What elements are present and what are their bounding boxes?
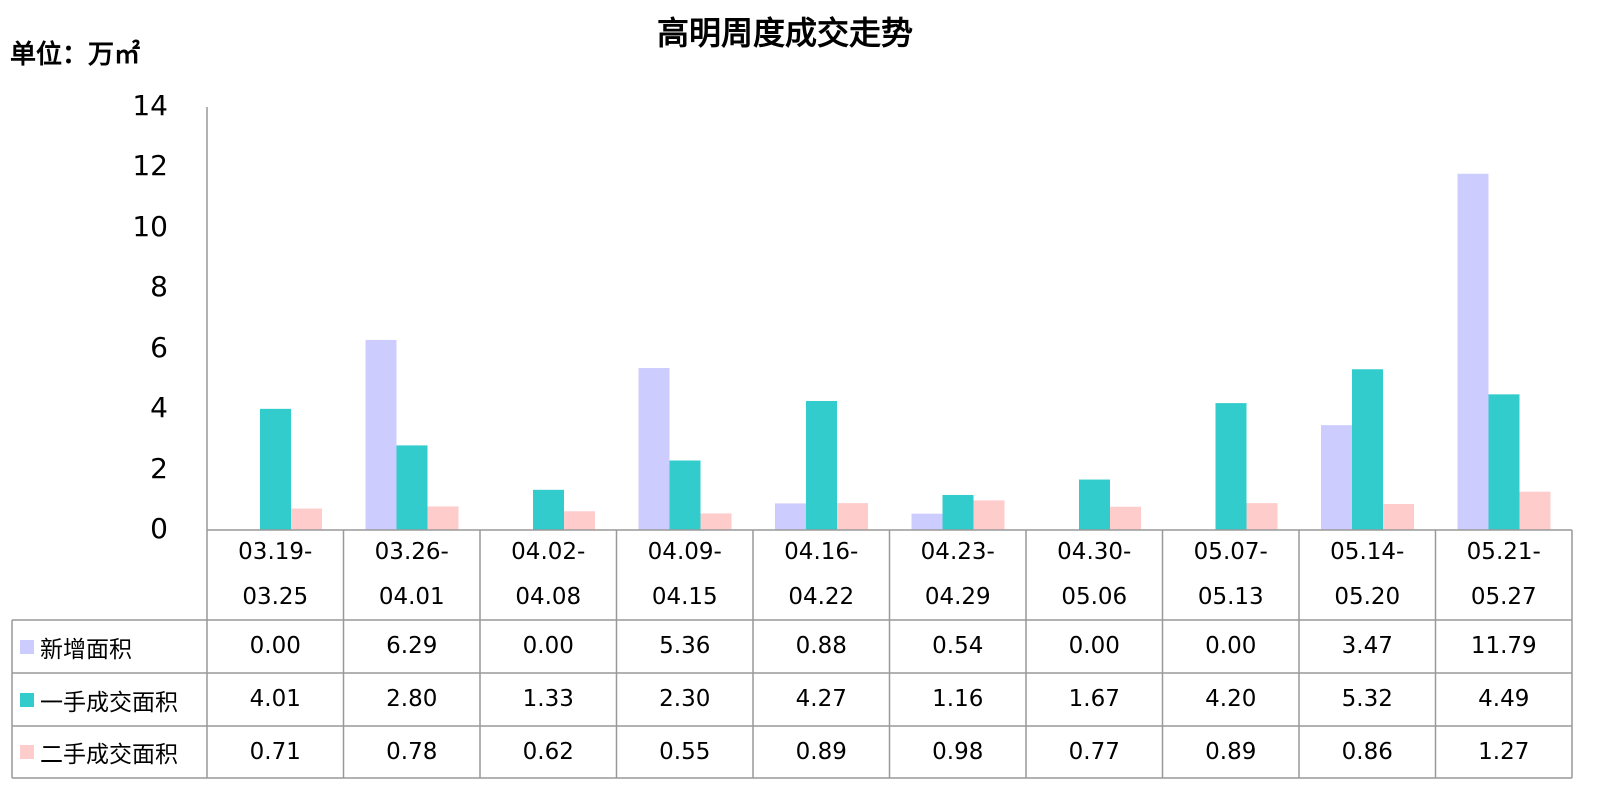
bar — [942, 494, 974, 530]
table-value: 0.62 — [522, 738, 574, 765]
table-value: 0.77 — [1068, 738, 1120, 765]
bar — [533, 489, 564, 530]
legend-swatch — [20, 639, 34, 654]
bar — [669, 460, 701, 530]
table-value: 5.36 — [659, 633, 711, 659]
y-tick-label: 2 — [150, 451, 168, 485]
bar — [1215, 403, 1247, 530]
bar — [1110, 506, 1141, 530]
table-value: 4.01 — [249, 686, 301, 712]
table-value: 4.20 — [1205, 686, 1257, 712]
table-value: 1.67 — [1068, 686, 1120, 712]
chart-title: 高明周度成交走势 — [656, 14, 913, 52]
x-tick-label: 04.23- 04.29 — [920, 539, 995, 610]
table-value: 0.00 — [249, 633, 301, 659]
bar — [973, 500, 1005, 530]
table-value: 0.55 — [659, 738, 711, 765]
table-value: 0.86 — [1341, 738, 1393, 765]
table-value: 2.80 — [386, 686, 438, 712]
table-value: 1.16 — [932, 686, 984, 712]
table-value: 0.00 — [1205, 633, 1257, 659]
legend-entry: 一手成交面积 — [20, 673, 178, 726]
bar — [1079, 479, 1110, 530]
x-tick-label: 05.14- 05.20 — [1330, 539, 1405, 610]
legend-swatch — [20, 692, 34, 707]
legend-swatch — [20, 745, 34, 759]
legend-label: 一手成交面积 — [40, 689, 178, 716]
table-value: 2.30 — [659, 686, 711, 712]
bar — [1321, 425, 1352, 530]
x-tick-label: 05.21- 05.27 — [1466, 539, 1541, 610]
legend-entry: 二手成交面积 — [20, 726, 178, 778]
bar — [1488, 394, 1520, 530]
table-value: 6.29 — [386, 633, 438, 659]
x-tick-label: 04.30- 05.06 — [1057, 539, 1132, 610]
table-value: 0.00 — [522, 633, 574, 659]
table-value: 0.71 — [249, 738, 301, 765]
bar — [1519, 491, 1551, 530]
x-tick-label: 03.19- 03.25 — [238, 539, 313, 610]
y-tick-label: 8 — [150, 270, 168, 304]
bar — [700, 513, 732, 530]
legend-label: 二手成交面积 — [40, 742, 178, 768]
table-value: 4.27 — [795, 686, 847, 712]
table-value: 0.88 — [795, 633, 847, 659]
table-value: 0.00 — [1068, 633, 1120, 659]
bar — [365, 339, 397, 530]
legend-label: 新增面积 — [40, 636, 132, 663]
y-tick-label: 0 — [150, 512, 168, 545]
table-value: 1.27 — [1478, 738, 1530, 765]
bar — [1457, 173, 1489, 531]
bar — [1352, 369, 1383, 530]
bar — [638, 368, 670, 530]
table-value: 5.32 — [1341, 686, 1393, 712]
bar — [806, 400, 837, 530]
x-tick-label: 05.07- 05.13 — [1193, 539, 1268, 610]
table-value: 0.98 — [932, 738, 984, 765]
bar — [1246, 503, 1278, 530]
legend-entry: 新增面积 — [20, 620, 132, 673]
table-value: 3.47 — [1341, 633, 1393, 659]
bar — [427, 506, 459, 530]
bar — [291, 508, 322, 530]
bar — [837, 503, 868, 530]
bar — [564, 511, 595, 530]
bar — [911, 513, 943, 530]
table-value: 11.79 — [1470, 633, 1537, 659]
x-tick-label: 04.09- 04.15 — [647, 539, 722, 610]
table-value: 0.54 — [932, 633, 984, 659]
bar — [260, 408, 291, 530]
bar — [1383, 504, 1414, 530]
y-tick-label: 12 — [132, 149, 168, 183]
bar — [775, 503, 806, 530]
x-tick-label: 03.26- 04.01 — [374, 539, 449, 610]
table-value: 0.89 — [1205, 738, 1257, 765]
table-value: 0.78 — [386, 738, 438, 765]
table-value: 0.89 — [795, 738, 847, 765]
y-tick-label: 4 — [150, 391, 168, 425]
table-value: 1.33 — [522, 686, 574, 712]
y-tick-label: 6 — [150, 330, 168, 364]
y-tick-label: 10 — [132, 209, 168, 243]
x-tick-label: 04.02- 04.08 — [511, 539, 586, 610]
y-tick-label: 14 — [132, 89, 168, 122]
x-tick-label: 04.16- 04.22 — [784, 539, 859, 610]
table-value: 4.49 — [1478, 686, 1530, 712]
bar — [396, 445, 428, 530]
unit-label: 单位：万㎡ — [10, 40, 141, 70]
